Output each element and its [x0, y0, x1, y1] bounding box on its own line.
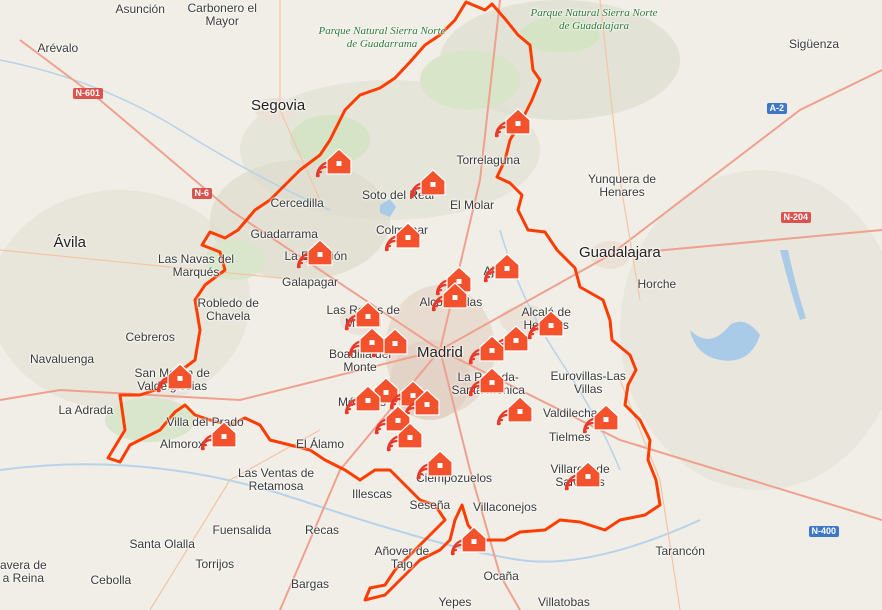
road-n6: N-6 [191, 188, 213, 199]
location-marker-icon[interactable] [414, 448, 458, 482]
place-galapagar: Galapagar [282, 274, 339, 289]
place-ocana: Ocaña [483, 568, 519, 583]
place-eurovillas: Eurovillas-Las Villas [550, 369, 626, 396]
location-marker-icon[interactable] [384, 420, 428, 454]
location-marker-icon[interactable] [342, 383, 386, 417]
place-siguenza: Sigüenza [789, 36, 840, 51]
road-n601: N-601 [72, 88, 104, 99]
place-guadarrama: Guadarrama [250, 226, 318, 241]
place-torrijos: Torrijos [195, 556, 235, 571]
place-recas: Recas [305, 522, 340, 537]
location-marker-icon[interactable] [372, 403, 416, 437]
location-marker-icon[interactable] [346, 325, 390, 359]
place-villaconejos: Villaconejos [473, 499, 537, 514]
place-almorox: Almorox [160, 436, 205, 451]
place-arevalo: Arévalo [37, 40, 79, 55]
place-yunquera: Yunquera de Henares [588, 172, 657, 199]
location-marker-icon[interactable] [154, 361, 198, 395]
place-segovia: Segovia [251, 96, 306, 114]
place-yepes: Yepes [438, 594, 472, 609]
place-villadelprado: Villa del Prado [166, 414, 244, 429]
region-boundary [106, 0, 662, 602]
location-marker-icon[interactable] [382, 220, 426, 254]
place-carbonero: Carbonero el Mayor [187, 1, 257, 28]
place-santaolalla: Santa Olalla [129, 536, 195, 551]
place-sesena: Seseña [409, 497, 451, 512]
place-villatobas: Villatobas [538, 594, 590, 609]
place-illescas: Illescas [352, 486, 393, 501]
location-marker-icon[interactable] [525, 308, 569, 342]
place-cebreros: Cebreros [125, 329, 175, 344]
road-n204: N-204 [780, 212, 812, 223]
location-marker-icon[interactable] [466, 365, 510, 399]
place-ladrada: La Adrada [58, 402, 114, 417]
place-talavera: avera de a Reina [0, 558, 47, 585]
location-marker-icon[interactable] [198, 419, 242, 453]
location-marker-icon[interactable] [494, 394, 538, 428]
location-marker-icon[interactable] [481, 251, 525, 285]
location-marker-icon[interactable] [492, 106, 536, 140]
location-marker-icon[interactable] [466, 333, 510, 367]
location-marker-icon[interactable] [342, 299, 386, 333]
location-marker-icon[interactable] [313, 146, 357, 180]
place-cebolla: Cebolla [90, 572, 132, 587]
place-anover: Añover de Tajo [374, 544, 430, 571]
place-ventas: Las Ventas de Retamosa [238, 466, 315, 493]
place-navaluenga: Navaluenga [30, 351, 95, 366]
place-valdilecha: Valdilecha [543, 405, 598, 420]
place-avila: Ávila [53, 233, 87, 251]
place-fuensalida: Fuensalida [212, 522, 272, 537]
location-marker-icon[interactable] [294, 237, 338, 271]
location-marker-icon[interactable] [429, 280, 473, 314]
place-elmolar: El Molar [450, 197, 495, 212]
place-cercedilla: Cercedilla [270, 195, 324, 210]
road-n400: N-400 [808, 526, 840, 537]
park-guadarrama: Parque Natural Sierra Norte de Guadarram… [318, 25, 446, 50]
place-tarancon: Tarancón [655, 543, 705, 558]
place-asuncion: Asunción [115, 1, 165, 16]
park-guadalajara: Parque Natural Sierra Norte de Guadalaja… [530, 7, 658, 32]
location-marker-icon[interactable] [448, 524, 492, 558]
place-tielmes: Tielmes [549, 429, 591, 444]
place-horche: Horche [637, 276, 677, 291]
location-marker-icon[interactable] [562, 459, 606, 493]
place-madrid: Madrid [417, 343, 463, 361]
location-marker-icon[interactable] [407, 167, 451, 201]
road-a2: A-2 [766, 103, 788, 114]
place-bargas: Bargas [291, 576, 330, 591]
place-robledo: Robledo de Chavela [197, 296, 259, 323]
place-navas: Las Navas del Marqués [158, 252, 235, 279]
location-marker-icon[interactable] [580, 402, 624, 436]
place-guadalajara: Guadalajara [579, 243, 661, 261]
place-alamo: El Álamo [296, 436, 345, 451]
place-torrelaguna: Torrelaguna [456, 152, 520, 167]
